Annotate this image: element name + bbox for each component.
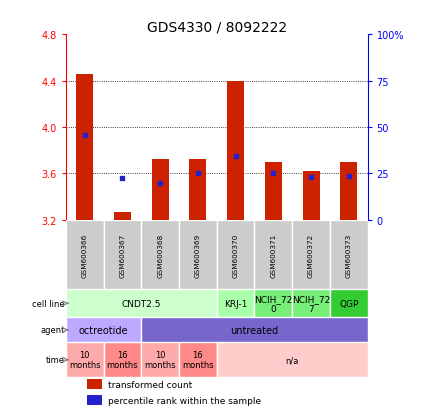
Bar (179, 220, 217, 290)
Bar (104, 220, 141, 290)
Bar (104, 343, 141, 377)
Bar (87, 395, 102, 405)
Text: cell line: cell line (32, 299, 65, 308)
Bar (66, 343, 104, 377)
Bar (66, 318, 141, 343)
Text: 10
months: 10 months (69, 350, 101, 370)
Bar (265, 162, 282, 220)
Text: NCIH_72
7: NCIH_72 7 (292, 294, 330, 313)
Text: GSM600368: GSM600368 (157, 233, 163, 277)
Bar (227, 81, 244, 220)
Text: transformed count: transformed count (108, 380, 193, 389)
Bar (66, 290, 217, 318)
Text: agent: agent (41, 325, 65, 335)
Bar (255, 290, 292, 318)
Title: GDS4330 / 8092222: GDS4330 / 8092222 (147, 20, 287, 34)
Bar (179, 343, 217, 377)
Text: 16
months: 16 months (107, 350, 138, 370)
Bar (340, 162, 357, 220)
Text: untreated: untreated (230, 325, 278, 335)
Text: GSM600370: GSM600370 (232, 233, 238, 277)
Bar (217, 220, 255, 290)
Text: 16
months: 16 months (182, 350, 214, 370)
Text: KRJ-1: KRJ-1 (224, 299, 247, 308)
Text: NCIH_72
0: NCIH_72 0 (254, 294, 292, 313)
Bar (87, 379, 102, 389)
Text: GSM600367: GSM600367 (119, 233, 125, 277)
Text: GSM600366: GSM600366 (82, 233, 88, 277)
Bar (292, 220, 330, 290)
Bar (141, 318, 368, 343)
Bar (292, 290, 330, 318)
Text: n/a: n/a (286, 355, 299, 364)
Text: GSM600372: GSM600372 (308, 233, 314, 277)
Bar (330, 290, 368, 318)
Bar (141, 343, 179, 377)
Text: CNDT2.5: CNDT2.5 (122, 299, 161, 308)
Bar (303, 172, 320, 220)
Bar (114, 212, 131, 220)
Bar (76, 74, 93, 220)
Bar (141, 220, 179, 290)
Bar (152, 160, 169, 220)
Text: percentile rank within the sample: percentile rank within the sample (108, 396, 261, 405)
Bar (330, 220, 368, 290)
Bar (217, 290, 255, 318)
Text: GSM600371: GSM600371 (270, 233, 276, 277)
Text: 10
months: 10 months (144, 350, 176, 370)
Bar (190, 160, 207, 220)
Bar (66, 220, 104, 290)
Text: time: time (46, 355, 65, 364)
Text: GSM600369: GSM600369 (195, 233, 201, 277)
Text: GSM600373: GSM600373 (346, 233, 352, 277)
Bar (217, 343, 368, 377)
Bar (255, 220, 292, 290)
Text: QGP: QGP (339, 299, 358, 308)
Text: octreotide: octreotide (79, 325, 128, 335)
